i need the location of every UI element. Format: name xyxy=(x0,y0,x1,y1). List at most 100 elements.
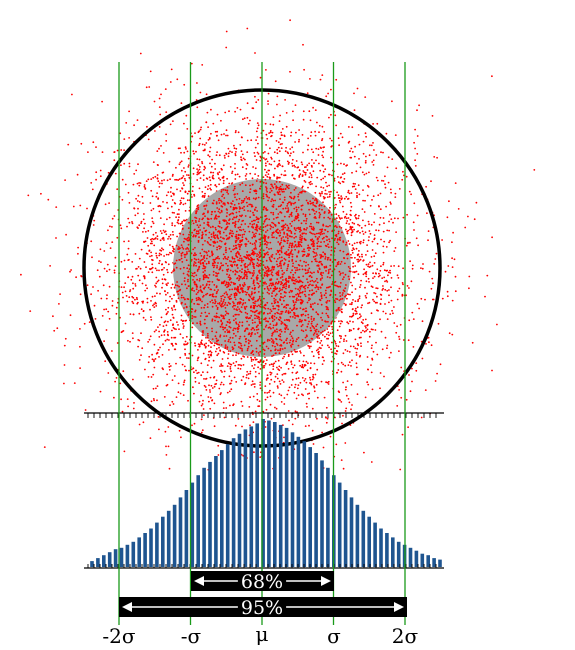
scatter-point xyxy=(182,327,185,329)
scatter-point xyxy=(167,320,169,323)
scatter-point xyxy=(171,379,174,381)
scatter-point xyxy=(335,235,338,238)
scatter-point xyxy=(370,347,373,349)
scatter-point xyxy=(328,191,330,193)
scatter-point xyxy=(377,275,380,278)
scatter-point xyxy=(318,346,321,349)
scatter-point xyxy=(184,170,187,173)
scatter-point xyxy=(228,318,231,321)
scatter-point xyxy=(309,382,311,384)
scatter-point xyxy=(124,322,127,325)
scatter-point xyxy=(262,264,265,266)
scatter-point xyxy=(231,256,234,259)
scatter-point xyxy=(349,267,351,270)
scatter-point xyxy=(270,310,273,313)
scatter-point xyxy=(416,109,418,112)
scatter-point xyxy=(348,351,351,353)
scatter-point xyxy=(199,260,202,262)
scatter-point xyxy=(233,187,236,190)
scatter-point xyxy=(239,291,241,294)
scatter-point xyxy=(265,217,268,220)
scatter-point xyxy=(181,301,183,304)
scatter-point xyxy=(323,266,326,269)
scatter-point xyxy=(158,97,161,100)
scatter-point xyxy=(314,286,317,289)
scatter-point xyxy=(272,331,275,334)
scatter-point xyxy=(212,232,215,235)
scatter-point xyxy=(251,350,254,353)
scatter-point xyxy=(384,186,387,189)
scatter-point xyxy=(198,382,201,384)
scatter-point xyxy=(173,202,176,204)
scatter-point xyxy=(335,309,338,311)
scatter-point xyxy=(155,387,157,390)
scatter-point xyxy=(270,273,273,276)
scatter-point xyxy=(220,240,223,243)
scatter-point xyxy=(246,356,249,358)
scatter-point xyxy=(228,182,231,185)
scatter-point xyxy=(178,251,181,254)
scatter-point xyxy=(266,175,269,178)
scatter-point xyxy=(337,369,340,371)
scatter-point xyxy=(317,356,320,359)
scatter-point xyxy=(354,216,357,219)
scatter-point xyxy=(347,217,350,219)
scatter-point xyxy=(357,298,360,301)
scatter-point xyxy=(137,163,139,166)
scatter-point xyxy=(364,325,367,327)
scatter-point xyxy=(200,307,203,309)
scatter-point xyxy=(305,228,307,231)
scatter-point xyxy=(287,263,290,266)
scatter-point xyxy=(279,283,282,286)
scatter-point xyxy=(235,230,238,233)
scatter-point xyxy=(316,247,319,250)
scatter-point xyxy=(284,188,287,190)
scatter-point xyxy=(311,260,313,263)
scatter-point xyxy=(364,318,367,321)
scatter-point xyxy=(300,320,303,323)
scatter-point xyxy=(265,379,268,381)
scatter-point xyxy=(266,190,268,193)
scatter-point xyxy=(142,202,144,205)
scatter-point xyxy=(285,112,288,114)
scatter-point xyxy=(159,249,162,252)
scatter-point xyxy=(240,357,243,360)
scatter-point xyxy=(386,344,389,347)
scatter-point xyxy=(255,190,258,193)
scatter-point xyxy=(328,116,330,119)
scatter-point xyxy=(358,158,360,160)
scatter-point xyxy=(320,303,323,306)
scatter-point xyxy=(239,285,242,287)
scatter-point xyxy=(150,240,153,243)
scatter-point xyxy=(83,322,86,325)
scatter-point xyxy=(388,301,390,304)
scatter-point xyxy=(351,284,354,287)
scatter-point xyxy=(339,322,342,325)
scatter-point xyxy=(414,165,417,167)
scatter-point xyxy=(279,328,282,331)
scatter-point xyxy=(320,245,322,248)
scatter-point xyxy=(165,194,168,197)
scatter-point xyxy=(319,228,322,231)
scatter-point xyxy=(285,326,288,329)
scatter-point xyxy=(258,335,261,338)
scatter-point xyxy=(192,185,194,188)
scatter-point xyxy=(310,176,313,179)
scatter-point xyxy=(199,229,202,231)
scatter-point xyxy=(411,311,414,314)
scatter-point xyxy=(324,244,327,247)
scatter-point xyxy=(156,385,159,387)
scatter-point xyxy=(127,276,129,279)
scatter-point xyxy=(328,334,330,337)
scatter-point xyxy=(274,167,276,170)
scatter-point xyxy=(296,166,299,169)
scatter-point xyxy=(202,261,205,264)
scatter-point xyxy=(363,330,366,333)
scatter-point xyxy=(351,151,354,153)
scatter-point xyxy=(159,239,162,242)
scatter-point xyxy=(228,288,231,291)
scatter-point xyxy=(253,329,256,331)
scatter-point xyxy=(258,400,261,403)
scatter-point xyxy=(159,292,161,295)
scatter-point xyxy=(356,196,358,199)
